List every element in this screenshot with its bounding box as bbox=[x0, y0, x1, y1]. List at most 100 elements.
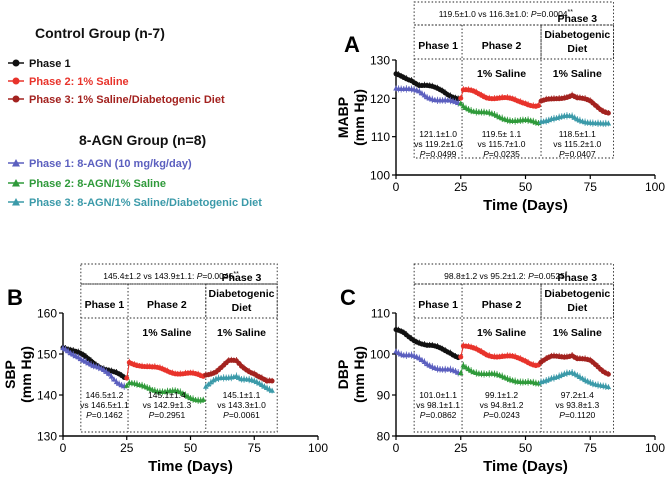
x-axis-label: Time (Days) bbox=[483, 458, 568, 475]
overall-stats-box bbox=[413, 1, 615, 26]
data-point-agn bbox=[416, 355, 423, 361]
legend-triangle-marker-icon bbox=[12, 159, 20, 167]
phase-2-title: Phase 2 bbox=[147, 299, 187, 311]
phase-2-title: Phase 2 bbox=[482, 299, 522, 311]
phase-1-title: Phase 1 bbox=[85, 299, 125, 311]
legend-agn-p2-label: Phase 2: 8-AGN/1% Saline bbox=[29, 178, 166, 190]
data-point-agn bbox=[457, 370, 464, 376]
data-point-agn bbox=[108, 373, 115, 379]
x-tick-label: 0 bbox=[393, 441, 400, 455]
x-tick-label: 75 bbox=[584, 180, 598, 194]
data-point-agn bbox=[208, 379, 214, 385]
phase-1-stat-p: P=0.0499 bbox=[420, 149, 457, 159]
phase-3-diet-box bbox=[540, 24, 615, 60]
legend: Control Group (n-7) Phase 1 Phase 2: 1% … bbox=[8, 25, 262, 209]
panel-b-letter: B bbox=[7, 285, 23, 310]
data-point-agn bbox=[605, 384, 612, 390]
data-point-agn bbox=[65, 348, 71, 354]
data-point-agn bbox=[101, 367, 107, 373]
phase-2-subtitle: 1% Saline bbox=[477, 68, 526, 80]
legend-agn-title: 8-AGN Group (n=8) bbox=[79, 132, 206, 148]
legend-triangle-marker-icon bbox=[12, 179, 20, 187]
y-tick-label: 150 bbox=[37, 348, 57, 362]
y-axis-label: SBP(mm Hg) bbox=[2, 346, 34, 403]
phase-2-subtitle: 1% Saline bbox=[142, 327, 191, 339]
phase-2-stat-line2: vs 142.9±1.3 bbox=[143, 400, 192, 410]
y-axis-label: DBP(mm Hg) bbox=[335, 346, 367, 403]
data-point-control bbox=[124, 375, 130, 381]
data-point-control bbox=[605, 110, 611, 116]
x-tick-label: 50 bbox=[184, 441, 198, 455]
data-point-agn bbox=[460, 362, 467, 368]
data-point-agn bbox=[419, 357, 425, 363]
x-tick-label: 50 bbox=[519, 441, 533, 455]
legend-control-title: Control Group (n-7) bbox=[35, 25, 165, 41]
data-point-agn bbox=[269, 387, 275, 393]
y-tick-label: 80 bbox=[377, 430, 391, 444]
overall-stats-box bbox=[413, 263, 615, 285]
phase-2-stat-line2: vs 94.8±1.2 bbox=[480, 400, 524, 410]
legend-control-p3: Phase 3: 1% Saline/Diabetogenic Diet bbox=[8, 94, 225, 106]
legend-agn-p1: Phase 1: 8-AGN (10 mg/kg/day) bbox=[8, 158, 192, 170]
overall-stats-text: 98.8±1.2 vs 95.2±1.2: P=0.0525* bbox=[444, 271, 568, 282]
phase-3-stat-line1: 97.2±1.4 bbox=[561, 390, 594, 400]
x-tick-label: 100 bbox=[308, 441, 328, 455]
phase-3-title: Phase 3 bbox=[557, 13, 597, 25]
x-axis-label: Time (Days) bbox=[148, 458, 233, 475]
legend-agn-p3: Phase 3: 8-AGN/1% Saline/Diabetogenic Di… bbox=[8, 197, 262, 209]
phase-1-stat-p: P=0.1462 bbox=[86, 410, 123, 420]
phase-1-title: Phase 1 bbox=[418, 40, 458, 52]
phase-2-stat-p: P=0.2951 bbox=[149, 410, 186, 420]
phase-1-stat-line1: 101.0±1.1 bbox=[419, 390, 457, 400]
x-tick-label: 75 bbox=[248, 441, 262, 455]
data-point-agn bbox=[62, 346, 69, 352]
y-tick-label: 130 bbox=[370, 54, 390, 68]
x-tick-label: 25 bbox=[120, 441, 134, 455]
legend-agn-p2: Phase 2: 8-AGN/1% Saline bbox=[8, 178, 166, 190]
data-point-agn bbox=[457, 100, 464, 106]
data-point-agn bbox=[571, 114, 578, 120]
phase-1-stat-line2: vs 98.1±1.1 bbox=[416, 400, 460, 410]
phase-2-stat-line1: 119.5± 1.1 bbox=[482, 129, 522, 139]
phase-3-stat-p: P=0.1120 bbox=[559, 410, 595, 420]
phase-2-title: Phase 2 bbox=[482, 40, 522, 52]
y-axis-label: MABP(mm Hg) bbox=[335, 89, 367, 146]
data-point-agn bbox=[200, 396, 207, 402]
data-point-agn bbox=[465, 366, 472, 372]
legend-agn-p3-label: Phase 3: 8-AGN/1% Saline/Diabetogenic Di… bbox=[29, 197, 262, 209]
overall-stats-text: 145.4±1.2 vs 143.9±1.1: P=0.0046** bbox=[103, 271, 239, 282]
phase-2-stat-line2: vs 115.7±1.0 bbox=[478, 139, 526, 149]
phase-1-stat-line2: vs 119.2±1.0 bbox=[414, 139, 462, 149]
data-point-agn bbox=[113, 379, 120, 385]
data-point-agn bbox=[421, 92, 428, 98]
data-point-agn bbox=[103, 368, 110, 374]
phase-3-diet-box bbox=[205, 283, 278, 319]
x-tick-label: 75 bbox=[584, 441, 598, 455]
phase-3-subtitle: 1% Saline bbox=[553, 68, 602, 80]
legend-agn-p1-label: Phase 1: 8-AGN (10 mg/kg/day) bbox=[29, 158, 192, 170]
data-point-agn bbox=[460, 103, 467, 109]
legend-triangle-marker-icon bbox=[12, 198, 20, 206]
phase-1-stat-line2: vs 146.5±1.1 bbox=[80, 400, 129, 410]
legend-circle-marker-icon bbox=[12, 59, 20, 67]
panel-a-letter: A bbox=[344, 32, 360, 57]
y-tick-label: 120 bbox=[370, 92, 390, 106]
y-tick-label: 110 bbox=[371, 307, 390, 321]
panel-c-letter: C bbox=[340, 285, 356, 310]
phase-1-stat-p: P=0.0862 bbox=[420, 410, 457, 420]
data-point-agn bbox=[421, 359, 428, 365]
data-point-control bbox=[269, 378, 275, 384]
phase-3-stat-p: P=0.0407 bbox=[559, 149, 596, 159]
x-tick-label: 0 bbox=[60, 441, 67, 455]
legend-control-p3-label: Phase 3: 1% Saline/Diabetogenic Diet bbox=[29, 94, 225, 106]
phase-frame bbox=[80, 283, 278, 433]
data-point-control bbox=[605, 371, 611, 377]
y-tick-label: 130 bbox=[37, 430, 57, 444]
y-tick-label: 110 bbox=[371, 130, 390, 144]
data-point-agn bbox=[605, 120, 612, 126]
data-point-agn bbox=[111, 376, 117, 382]
overall-stats-text: 119.5±1.0 vs 116.3±1.0: P=0.0004** bbox=[439, 9, 574, 20]
data-point-agn bbox=[535, 380, 542, 386]
phase-3-title: Phase 3 bbox=[557, 272, 597, 284]
